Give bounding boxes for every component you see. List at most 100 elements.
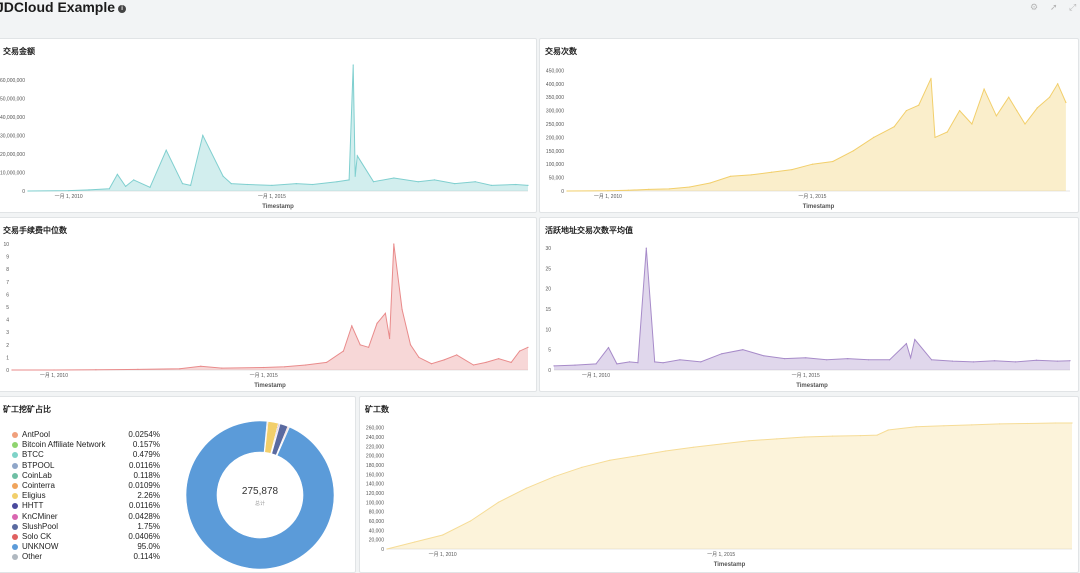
data-point [679,359,681,361]
legend-item[interactable]: UNKNOW 95.0% [12,542,160,552]
data-point [832,160,834,163]
legend-label: AntPool [22,430,51,439]
y-tick-label: 20,000,000 [0,152,25,158]
data-point [889,359,891,361]
data-point [510,361,512,363]
legend-item[interactable]: Solo CK 0.0406% [12,532,160,542]
data-point [393,243,395,245]
data-point [566,190,568,192]
data-point [999,423,1001,425]
fee-median-chart[interactable]: 0 1 2 3 4 5 6 7 8 9 10 一月 1, 2010 一月 1, 2015 Timestam… [0,218,537,392]
panel-title: 活跃地址交易次数平均值 [545,226,633,235]
miner-legend: AntPool 0.0254% Bitcoin Affiliate Network 0… [12,430,160,562]
data-point [627,189,629,191]
data-point [1071,422,1073,424]
data-point [654,361,656,363]
miner-count-chart[interactable]: 0 20,000 40,000 60,000 80,000 100,000 120,000 1… [360,397,1079,573]
legend-label: Other [22,552,43,562]
legend-item[interactable]: Cointerra 0.0109% [12,481,160,491]
legend-item[interactable]: SlushPool 1.75% [12,522,160,532]
legend-item[interactable]: KnCMiner 0.0428% [12,512,160,522]
legend-value: 0.118% [133,470,160,480]
legend-value: 0.0116% [129,460,160,470]
legend-item[interactable]: HHTT 0.0116% [12,501,160,511]
legend-value: 1.75% [137,521,160,531]
legend-label: KnCMiner [22,511,58,521]
x-axis-title: Timestamp [254,383,286,389]
data-point [915,426,917,428]
info-icon[interactable]: i [118,5,127,13]
data-point [27,190,29,192]
y-tick-label: 300,000 [546,109,564,115]
y-tick-label: 5 [6,305,9,311]
legend-item[interactable]: AntPool 0.0254% [12,430,160,440]
data-point [527,184,529,186]
data-point [393,177,395,179]
data-point [876,434,878,436]
data-point [527,346,529,348]
legend-item[interactable]: CoinLab 0.118% [12,471,160,481]
data-point [359,344,361,346]
data-point [418,356,420,358]
legend-value: 0.479% [132,450,160,460]
data-point [342,350,344,352]
data-point [1035,359,1037,361]
series-line [12,243,529,371]
data-point [433,179,436,181]
legend-value: 0.0116% [129,501,160,511]
data-point [179,368,181,370]
data-point [376,322,378,324]
data-point [971,424,973,426]
dashboard-title-text: JDCloud Example [0,0,116,15]
legend-swatch [12,554,18,561]
legend-item[interactable]: Other 0.114% [12,552,160,562]
tx-count-panel: 交易次数 0 50,000 100,000 150,000 200,000 250,000… [539,38,1079,213]
y-tick-label: 400,000 [546,82,564,88]
y-tick-label: 2 [6,343,9,349]
x-axis-title: Timestamp [262,204,294,210]
data-point [971,123,973,125]
data-point [246,183,249,186]
data-point [221,367,223,369]
miner-share-donut[interactable] [0,397,356,573]
legend-item[interactable]: BTPOOL 0.0116% [12,461,160,471]
x-tick-label: 一月 1, 2015 [258,194,286,200]
data-point [202,134,204,136]
legend-item[interactable]: Eligius 2.26% [12,491,160,501]
data-point [934,136,936,138]
data-point [456,354,458,356]
y-tick-label: 160,000 [366,472,384,478]
data-point [720,443,722,445]
y-tick-label: 60,000 [369,519,385,525]
legend-label: BTPOOL [22,460,55,470]
fullscreen-icon[interactable]: ➚ [1050,2,1058,12]
legend-item[interactable]: BTCC 0.479% [12,450,160,460]
y-tick-label: 80,000 [369,510,385,516]
settings-icon[interactable]: ⚙ [1030,2,1039,12]
legend-label: Solo CK [22,531,52,541]
y-tick-label: 240,000 [366,435,384,441]
data-point [414,541,416,543]
data-point [401,308,403,311]
y-tick-label: 220,000 [366,444,384,450]
data-point [389,337,391,340]
legend-item[interactable]: Bitcoin Affiliate Network 0.157% [12,440,160,450]
fee-median-panel: 交易手续费中位数 0 1 2 3 4 5 6 7 8 9 10 一月 1, 2010 一月 1, 201… [0,217,537,392]
legend-swatch [12,503,18,510]
y-tick-label: 140,000 [366,482,384,488]
expand-icon[interactable]: ⤢ [1069,2,1077,12]
y-tick-label: 0 [548,368,551,374]
y-tick-label: 450,000 [546,68,564,74]
y-tick-label: 8 [6,267,9,273]
legend-value: 0.0406% [128,531,160,541]
series-area [12,244,528,370]
active-avg-chart[interactable]: 0 5 10 15 20 25 30 一月 1, 2010 一月 1, 2015 Timestam… [540,218,1079,392]
tx-count-chart[interactable]: 0 50,000 100,000 150,000 200,000 250,000 300,0… [540,39,1079,213]
legend-label: UNKNOW [22,542,59,552]
tx-amount-chart[interactable]: 0 10,000,000 20,000,000 30,000,000 40,000,00… [0,39,537,213]
legend-label: Bitcoin Affiliate Network [22,440,106,450]
y-tick-label: 200,000 [546,135,564,141]
legend-label: CoinLab [22,470,52,480]
legend-value: 0.114% [133,552,160,562]
data-point [68,190,70,192]
